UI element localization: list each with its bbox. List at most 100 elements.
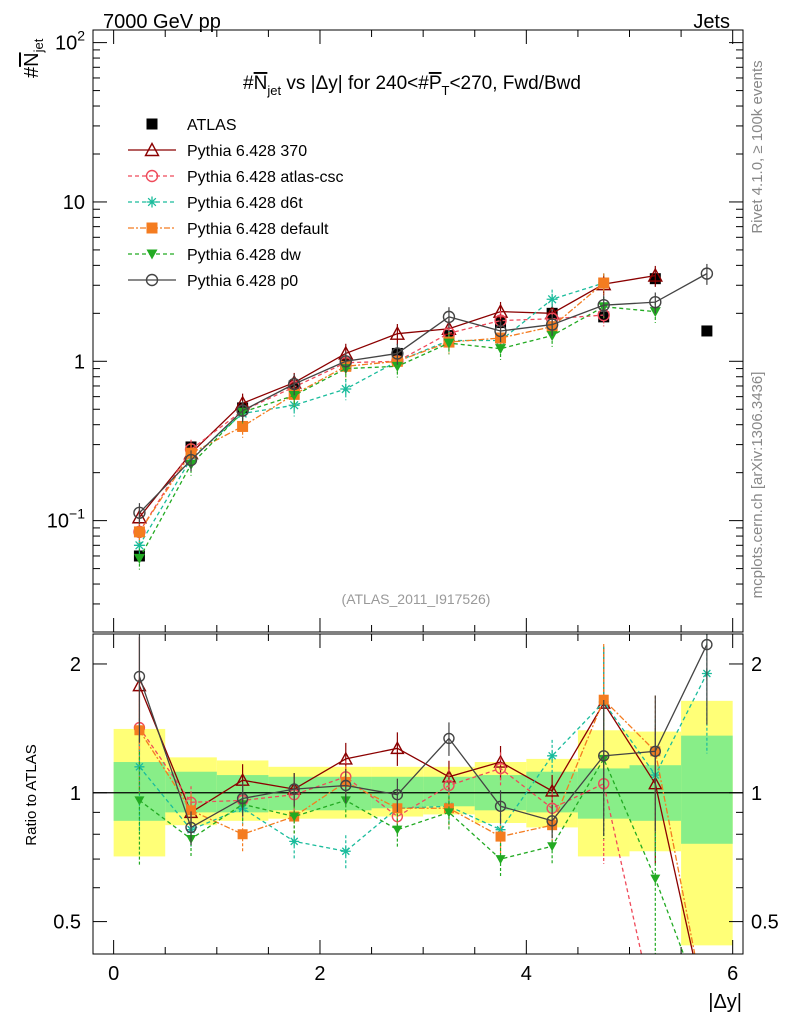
- ratio-point: [289, 836, 300, 847]
- data-point: [389, 325, 406, 340]
- legend-label: Pythia 6.428 atlas-csc: [187, 169, 344, 186]
- data-point: [340, 383, 352, 395]
- ratio-point: [443, 779, 455, 792]
- series-atlas: [133, 273, 713, 562]
- data-point: [443, 338, 455, 349]
- ratio-tick-label-right: 0.5: [751, 912, 779, 934]
- ratio-point: [133, 670, 146, 683]
- ratio-point: [495, 824, 506, 835]
- x-tick-label: 6: [727, 963, 738, 985]
- data-point: [495, 344, 507, 355]
- ratio-point: [134, 796, 145, 806]
- title-p: P: [429, 73, 442, 94]
- series-line-pythia-6-428-atlas-csc: [138, 314, 604, 533]
- ratio-point: [443, 732, 455, 745]
- ratio-tick-label: 1: [70, 783, 81, 805]
- ratio-tick-label: 2: [70, 654, 81, 676]
- data-point: [442, 310, 456, 324]
- data-point: [133, 526, 145, 538]
- data-point: [133, 506, 146, 519]
- ratio-point: [443, 808, 454, 818]
- legend-marker: [145, 169, 159, 183]
- ratio-point: [547, 750, 558, 761]
- data-point: [701, 325, 713, 337]
- title-jet: jet: [266, 83, 281, 98]
- ratio-tick-label-right: 2: [751, 654, 762, 676]
- legend-item-atlas: ATLAS: [146, 117, 237, 134]
- legend-item-pythia-6-428-dw: Pythia 6.428 dw: [128, 247, 301, 264]
- header-left: 7000 GeV pp: [103, 11, 221, 33]
- title-part-2: vs |Δy| for 240<#: [281, 73, 429, 94]
- ratio-tick-label-right: 1: [751, 783, 762, 805]
- legend-label: Pythia 6.428 default: [187, 221, 329, 238]
- ratio-frame: [92, 633, 744, 955]
- ratio-point: [289, 812, 300, 822]
- rivet-label: Rivet 4.1.0, ≥ 100k events: [749, 60, 766, 233]
- data-point: [546, 293, 558, 305]
- ratio-point: [186, 805, 197, 816]
- legend-marker: [144, 142, 160, 157]
- ratio-point: [391, 788, 404, 801]
- legend-item-pythia-6-428-p0: Pythia 6.428 p0: [128, 273, 298, 290]
- chart-title: #Njet vs |Δy| for 240<#PT<270, Fwd/Bwd: [243, 73, 581, 98]
- data-point: [133, 553, 145, 564]
- ratio-line-pythia-6-428-d6t: [138, 673, 708, 852]
- ylabel-n: N: [21, 52, 43, 66]
- ratio-point: [392, 825, 403, 835]
- main-data: [131, 263, 714, 570]
- data-point: [236, 404, 249, 417]
- data-point: [494, 324, 507, 338]
- data-point: [288, 390, 300, 401]
- ratio-line-pythia-6-428-370: [138, 685, 694, 954]
- legend-label: Pythia 6.428 370: [187, 143, 307, 160]
- title-t: T: [442, 83, 450, 98]
- ratio-point: [649, 745, 662, 758]
- ratio-point: [650, 874, 661, 884]
- x-tick-label: 4: [521, 963, 532, 985]
- data-point: [545, 318, 559, 331]
- ratio-point: [598, 750, 610, 762]
- ratio-point: [544, 783, 560, 797]
- series-line-pythia-6-428-d6t: [138, 282, 604, 546]
- series-line-pythia-6-428-p0: [138, 273, 708, 514]
- ratio-point: [340, 846, 351, 857]
- ratio-data: [132, 634, 713, 954]
- data-point: [391, 361, 403, 372]
- x-tick-label: 0: [108, 963, 119, 985]
- main-frame: [92, 29, 744, 633]
- ratio-panel: 0.5 0.5 1 1 2 2 0 2 4 6 Ratio to ATLAS |Δy|: [23, 633, 779, 1013]
- legend-marker: [146, 118, 158, 130]
- band-green: [681, 735, 733, 844]
- header-right: Jets: [693, 11, 730, 33]
- series-pythia-6-428-atlas-csc: [133, 305, 610, 544]
- legend: ATLAS Pythia 6.428 370 Pythia 6.428 atlas-…: [128, 117, 344, 290]
- data-point: [339, 355, 352, 368]
- y-tick-label: 10: [63, 192, 85, 214]
- legend-label: Pythia 6.428 d6t: [187, 195, 303, 212]
- series-line-pythia-6-428-default: [138, 282, 605, 533]
- y-tick-label: 1: [74, 351, 85, 373]
- ratio-point: [495, 831, 506, 842]
- legend-marker: [146, 249, 158, 260]
- legend-label: Pythia 6.428 p0: [187, 273, 298, 290]
- series-pythia-6-428-d6t: [133, 273, 610, 557]
- y-tick-exp: 2: [77, 28, 85, 44]
- x-axis-label: |Δy|: [708, 991, 742, 1013]
- legend-item-pythia-6-428-atlas-csc: Pythia 6.428 atlas-csc: [128, 169, 344, 186]
- ratio-series-pythia-6-428-atlas-csc: [133, 678, 643, 954]
- series-line-pythia-6-428-370: [138, 274, 656, 518]
- ratio-point: [494, 762, 507, 775]
- legend-marker: [146, 196, 158, 208]
- y-tick-exp: −1: [69, 506, 85, 522]
- ratio-point: [237, 829, 248, 840]
- ratio-point: [236, 792, 249, 805]
- ratio-point: [390, 740, 405, 755]
- series-pythia-6-428-default: [133, 273, 610, 544]
- ratio-point: [701, 638, 713, 651]
- data-point: [237, 420, 249, 432]
- ratio-point: [288, 783, 300, 795]
- x-tick-label: 2: [314, 963, 325, 985]
